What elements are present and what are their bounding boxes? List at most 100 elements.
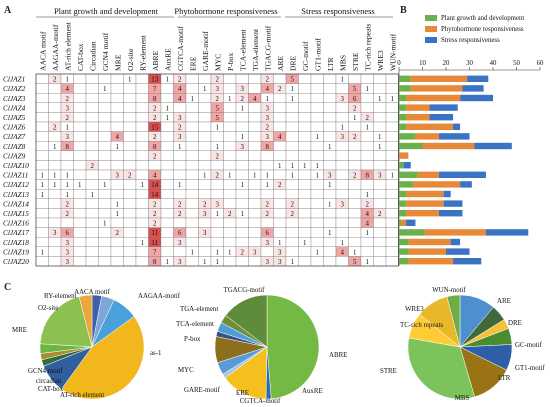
heatmap-cell bbox=[223, 121, 237, 132]
heatmap-cell bbox=[85, 246, 99, 257]
heatmap-cell bbox=[198, 93, 212, 103]
heatmap-cell bbox=[323, 189, 337, 199]
heatmap-cell bbox=[135, 73, 149, 84]
heatmap-cell bbox=[135, 208, 149, 219]
heatmap-cell-value: 1 bbox=[353, 115, 357, 122]
heatmap-cell bbox=[373, 121, 387, 132]
row-gene-label: ClJAZ5 bbox=[3, 113, 26, 122]
heatmap-cell-value: 1 bbox=[328, 201, 332, 208]
heatmap-cell-value: 2 bbox=[53, 77, 57, 84]
heatmap-border bbox=[35, 73, 399, 267]
heatmap-cell-value: 2 bbox=[66, 96, 70, 103]
heatmap-cell bbox=[348, 189, 362, 199]
heatmap-cell bbox=[85, 227, 99, 238]
heatmap-cell bbox=[235, 169, 249, 180]
column-header-label: TC-rich repeats bbox=[363, 24, 372, 71]
heatmap-cell bbox=[98, 102, 112, 113]
heatmap-cell-value: 1 bbox=[378, 134, 382, 141]
heatmap-cell bbox=[235, 73, 249, 84]
bar-segment bbox=[399, 114, 407, 121]
heatmap-cell bbox=[348, 227, 362, 238]
heatmap-cell-value: 2 bbox=[178, 201, 182, 208]
row-gene-label: ClJAZ10 bbox=[3, 161, 29, 170]
bar-segment bbox=[399, 238, 409, 246]
heatmap-cell bbox=[335, 150, 349, 161]
heatmap-cell-value: 1 bbox=[216, 125, 220, 132]
heatmap-cell-value: 1 bbox=[66, 182, 70, 189]
heatmap-cell bbox=[248, 189, 262, 199]
heatmap-cell-value: 1 bbox=[241, 182, 245, 189]
heatmap-cell bbox=[123, 217, 137, 228]
heatmap-cell bbox=[248, 198, 262, 209]
bar-segment bbox=[399, 123, 407, 130]
heatmap-cell bbox=[73, 102, 87, 113]
column-header-label: STRE bbox=[351, 52, 360, 71]
heatmap-cell bbox=[348, 141, 362, 151]
heatmap-cell bbox=[185, 256, 199, 267]
heatmap-cell bbox=[385, 112, 399, 123]
heatmap-cell-value: 3 bbox=[203, 230, 207, 237]
bar-segment bbox=[399, 171, 418, 178]
row-gene-label: ClJAZ18 bbox=[3, 238, 29, 247]
row-gene-label: ClJAZ1 bbox=[3, 75, 25, 84]
group-header-phyto: Phytohormone responsiveness bbox=[174, 6, 277, 16]
heatmap-cell-value: 1 bbox=[366, 125, 370, 132]
heatmap-cell bbox=[360, 93, 374, 103]
heatmap-cell bbox=[73, 112, 87, 123]
heatmap-cell-value: 1 bbox=[316, 173, 320, 180]
pie-slice-label: ABRE bbox=[329, 352, 347, 359]
heatmap-cell bbox=[298, 217, 312, 228]
heatmap-cell-value: 1 bbox=[203, 173, 207, 180]
heatmap-cell-value: 2 bbox=[266, 77, 270, 84]
heatmap-cell bbox=[110, 179, 124, 190]
heatmap-cell bbox=[285, 150, 299, 161]
heatmap-cell-value: 1 bbox=[391, 96, 395, 103]
heatmap-cell-value: 1 bbox=[316, 134, 320, 141]
pie-slice-label: MBS bbox=[455, 395, 470, 402]
heatmap-cell bbox=[110, 112, 124, 123]
heatmap-cell bbox=[135, 160, 149, 171]
heatmap-cell bbox=[85, 208, 99, 219]
pie-slice-label: GCN4 motif bbox=[28, 368, 63, 375]
heatmap-cell bbox=[135, 141, 149, 151]
heatmap-cell bbox=[198, 141, 212, 151]
heatmap-cell-value: 3 bbox=[278, 249, 282, 256]
heatmap-cell-value: 2 bbox=[266, 211, 270, 218]
heatmap-cell bbox=[135, 256, 149, 267]
heatmap-cell bbox=[360, 179, 374, 190]
heatmap-cell bbox=[285, 246, 299, 257]
heatmap-cell bbox=[160, 83, 174, 94]
heatmap-cell-value: 3 bbox=[341, 96, 345, 103]
heatmap-cell bbox=[323, 150, 337, 161]
heatmap-cell bbox=[98, 160, 112, 171]
heatmap-cell-value: 4 bbox=[366, 221, 370, 228]
heatmap-cell bbox=[385, 179, 399, 190]
heatmap-cell bbox=[123, 93, 137, 103]
heatmap-cell bbox=[360, 102, 374, 113]
heatmap-cell-value: 1 bbox=[341, 77, 345, 84]
row-gene-label: ClJAZ20 bbox=[3, 257, 29, 266]
legend-label: Plant growth and development bbox=[441, 15, 524, 22]
heatmap-cell-value: 2 bbox=[278, 182, 282, 189]
heatmap-cell-value: 2 bbox=[353, 173, 357, 180]
heatmap-cell bbox=[73, 256, 87, 267]
heatmap-cell-value: 1 bbox=[66, 125, 70, 132]
bar-segment bbox=[406, 123, 454, 130]
heatmap-cell-value: 1 bbox=[228, 173, 232, 180]
heatmap-cell bbox=[285, 217, 299, 228]
heatmap-cell bbox=[310, 208, 324, 219]
heatmap-cell bbox=[385, 102, 399, 113]
heatmap-cell bbox=[85, 93, 99, 103]
heatmap-cell bbox=[223, 102, 237, 113]
bar-segment bbox=[399, 75, 411, 82]
heatmap-cell bbox=[185, 227, 199, 238]
heatmap-cell bbox=[110, 217, 124, 228]
legend-swatch bbox=[425, 37, 437, 43]
heatmap-cell bbox=[298, 112, 312, 123]
heatmap-cell bbox=[248, 179, 262, 190]
heatmap-cell bbox=[248, 227, 262, 238]
heatmap-cell-value: 1 bbox=[278, 163, 282, 170]
heatmap-cell-value: 2 bbox=[266, 125, 270, 132]
heatmap-cell-value: 1 bbox=[53, 182, 57, 189]
